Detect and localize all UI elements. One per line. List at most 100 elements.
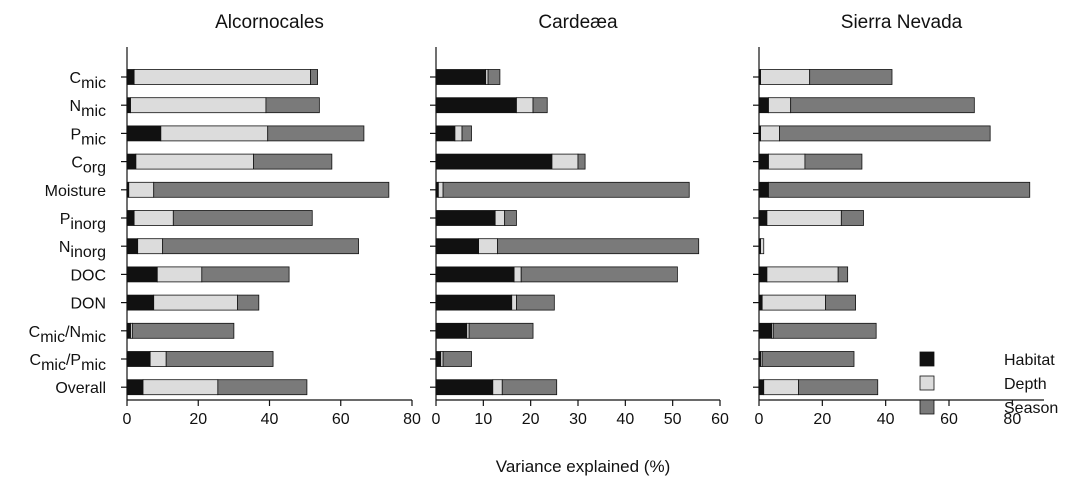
bar-segment-season xyxy=(162,238,359,255)
bar-segment-season xyxy=(253,153,333,170)
bar-segment-season xyxy=(809,69,893,85)
bar-segment-habitat xyxy=(758,266,768,283)
bar-segment-depth xyxy=(760,125,780,142)
bar-segment-habitat xyxy=(758,153,769,170)
x-tick-label: 80 xyxy=(403,411,421,428)
bar-segment-season xyxy=(442,181,690,198)
bar-segment-depth xyxy=(761,294,826,311)
bar-segment-depth xyxy=(135,153,254,170)
bar-segment-depth xyxy=(766,266,839,283)
bar-segment-season xyxy=(310,69,318,85)
bar-segment-depth xyxy=(133,210,174,226)
bar-segment-habitat xyxy=(435,266,515,283)
bar-segment-depth xyxy=(160,125,269,142)
x-tick-label: 40 xyxy=(261,411,279,428)
bar-segment-habitat xyxy=(435,379,494,396)
bar-segment-habitat xyxy=(435,351,442,367)
legend-label: Season xyxy=(1004,400,1058,417)
x-tick-label: 20 xyxy=(522,411,540,428)
bar-segment-depth xyxy=(760,238,765,255)
legend-swatch-depth xyxy=(919,375,935,391)
bar-segment-depth xyxy=(454,125,463,142)
bar-segment-habitat xyxy=(126,351,151,367)
bar-segment-depth xyxy=(516,97,534,114)
x-tick-label: 60 xyxy=(940,411,958,428)
legend: Habitat Depth Season xyxy=(919,351,1058,417)
x-tick-label: 50 xyxy=(664,411,682,428)
x-axis-title: Variance explained (%) xyxy=(496,457,671,476)
bar-segment-depth xyxy=(513,266,522,283)
legend-swatch-season xyxy=(919,399,935,415)
bar-segment-season xyxy=(840,210,864,226)
x-tick-label: 40 xyxy=(616,411,634,428)
x-tick-label: 30 xyxy=(569,411,587,428)
category-label: Pmic xyxy=(70,126,106,148)
bar-segment-season xyxy=(497,238,700,255)
bar-segment-season xyxy=(837,266,849,283)
bar-segment-depth xyxy=(768,97,792,114)
bar-segment-season xyxy=(501,379,558,396)
panel-1: Alcornocales 0 20 40 60 80 xyxy=(121,12,421,428)
bar-segment-depth xyxy=(437,181,444,198)
bar-segment-season xyxy=(779,125,991,142)
category-label: Overall xyxy=(55,380,106,397)
legend-label: Depth xyxy=(1004,376,1047,393)
bar-segment-depth xyxy=(149,351,167,367)
bar-segment-depth xyxy=(492,379,503,396)
bar-segment-season xyxy=(217,379,308,396)
panel-3: Sierra Nevada 0 20 40 60 80 xyxy=(753,12,1044,428)
bar-segment-depth xyxy=(763,379,799,396)
bar-segment-habitat xyxy=(435,210,496,226)
category-label: Cmic xyxy=(70,70,106,92)
category-label: Ninorg xyxy=(59,239,106,261)
panel-2: Cardeæa 0 10 20 30 40 50 60 xyxy=(430,12,729,428)
bar-segment-depth xyxy=(766,210,842,226)
bar-segment-habitat xyxy=(126,266,158,283)
bar-segment-season xyxy=(267,125,365,142)
bar-segment-season xyxy=(172,210,313,226)
bar-segment-habitat xyxy=(758,97,769,114)
bar-segment-season xyxy=(265,97,320,114)
bar-segment-habitat xyxy=(126,97,131,114)
bar-segment-habitat xyxy=(435,294,513,311)
bar-segment-depth xyxy=(153,294,238,311)
bar-segment-season xyxy=(790,97,975,114)
bar-segment-season xyxy=(532,97,548,114)
bar-segment-season xyxy=(468,322,534,339)
panel-title: Cardeæa xyxy=(538,12,618,33)
x-tick-label: 40 xyxy=(877,411,895,428)
category-label: Corg xyxy=(71,155,106,177)
bar-segment-habitat xyxy=(758,322,773,339)
bar-segment-habitat xyxy=(126,69,135,85)
x-tick-label: 20 xyxy=(813,411,831,428)
bar-segment-season xyxy=(516,294,555,311)
category-label: DOC xyxy=(70,267,106,284)
bar-segment-depth xyxy=(551,153,579,170)
bar-segment-season xyxy=(761,351,855,367)
bar-segment-season xyxy=(442,351,472,367)
category-labels: Cmic Nmic Pmic Corg Moisture Pinorg Ninorg DOC D… xyxy=(29,70,106,397)
category-label: Pinorg xyxy=(60,211,106,233)
bar-segment-season xyxy=(487,69,501,85)
bar-segment-habitat xyxy=(435,97,517,114)
x-tick-label: 60 xyxy=(711,411,729,428)
bar-segment-depth xyxy=(760,69,811,85)
bar-segment-depth xyxy=(768,153,806,170)
x-tick-label: 20 xyxy=(189,411,207,428)
bar-segment-depth xyxy=(142,379,219,396)
legend-label: Habitat xyxy=(1004,352,1055,369)
x-tick-label: 80 xyxy=(1003,411,1021,428)
bar-segment-habitat xyxy=(758,181,769,198)
bar-segment-habitat xyxy=(758,379,765,396)
x-tick-label: 0 xyxy=(123,411,132,428)
bar-segment-habitat xyxy=(758,294,763,311)
bar-segment-season xyxy=(165,351,274,367)
bar-segment-habitat xyxy=(758,210,768,226)
bar-segment-habitat xyxy=(126,125,162,142)
category-label: Moisture xyxy=(45,183,106,200)
bar-segment-habitat xyxy=(435,125,456,142)
bar-segment-season xyxy=(772,322,877,339)
bar-segment-depth xyxy=(130,97,267,114)
bar-segment-season xyxy=(153,181,390,198)
